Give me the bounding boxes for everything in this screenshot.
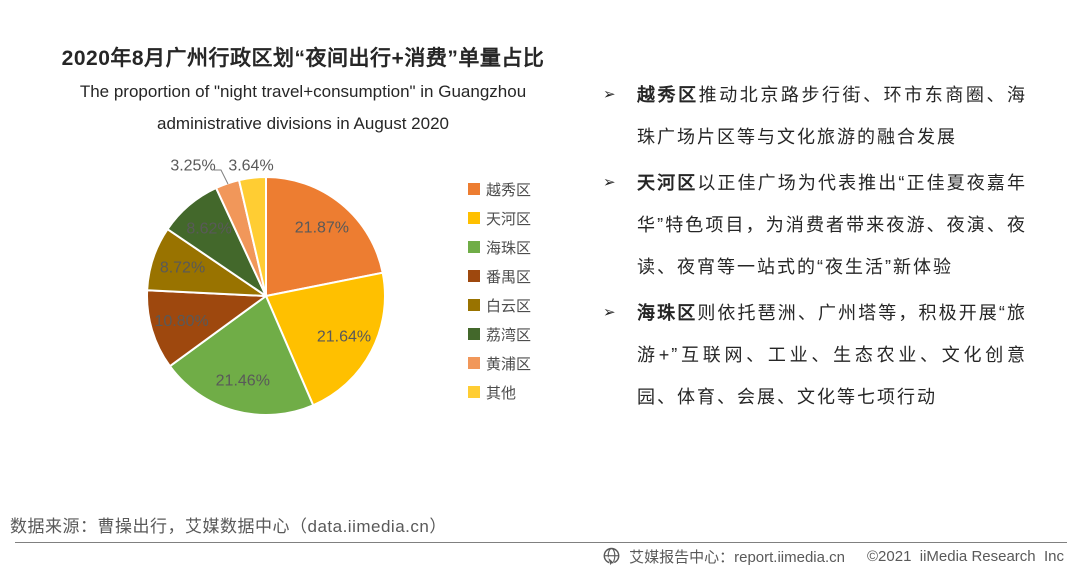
insight-text: 天河区以正佳广场为代表推出“正佳夏夜嘉年华”特色项目，为消费者带来夜游、夜演、夜… <box>637 162 1027 288</box>
pie-value-label-海珠区: 21.46% <box>216 373 270 390</box>
legend-item-其他: 其他 <box>468 385 531 402</box>
footer-copyright: ©2021 iiMedia Research Inc <box>867 548 1064 565</box>
footer-bar: 艾媒报告中心：report.iimedia.cn ©2021 iiMedia R… <box>602 546 1064 567</box>
footer-site-label: 艾媒报告中心：report.iimedia.cn <box>629 549 845 566</box>
legend-swatch-icon <box>468 270 480 282</box>
legend-swatch-icon <box>468 299 480 311</box>
pie-value-label-番禺区: 10.80% <box>154 313 208 330</box>
legend-label: 荔湾区 <box>486 326 532 344</box>
pie-value-label-天河区: 21.64% <box>317 328 371 345</box>
legend-item-天河区: 天河区 <box>468 211 531 228</box>
insight-item-yuexiu: ➢ 越秀区推动北京路步行街、环市东商圈、海珠广场片区等与文化旅游的融合发展 <box>603 74 1027 158</box>
source-note: 数据来源：曹操出行，艾媒数据中心（data.iimedia.cn） <box>10 517 447 536</box>
insights-panel: ➢ 越秀区推动北京路步行街、环市东商圈、海珠广场片区等与文化旅游的融合发展 ➢ … <box>603 74 1027 422</box>
insight-rest: 推动北京路步行街、环市东商圈、海珠广场片区等与文化旅游的融合发展 <box>637 85 1028 147</box>
legend-label: 其他 <box>486 384 517 402</box>
legend-item-番禺区: 番禺区 <box>468 269 531 286</box>
chart-title: 2020年8月广州行政区划“夜间出行+消费”单量占比 <box>61 47 545 70</box>
pie-slice-越秀区 <box>265 176 384 297</box>
insight-text: 海珠区则依托琶洲、广州塔等，积极开展“旅游+”互联网、工业、生态农业、文化创意园… <box>637 292 1027 418</box>
legend-label: 天河区 <box>486 210 532 228</box>
insight-lead: 越秀区 <box>637 85 699 105</box>
pie-slice-天河区 <box>265 271 386 407</box>
pie-value-label-其他: 3.64% <box>228 158 273 175</box>
pie-value-label-越秀区: 21.87% <box>295 219 349 236</box>
legend-swatch-icon <box>468 386 480 398</box>
legend-item-海珠区: 海珠区 <box>468 240 531 257</box>
legend-label: 黄浦区 <box>486 355 532 373</box>
pie-value-label-白云区: 8.72% <box>160 260 205 277</box>
legend-label: 海珠区 <box>486 239 532 257</box>
legend-swatch-icon <box>468 241 480 253</box>
chart-subtitle-line2: administrative divisions in August 2020 <box>157 114 449 133</box>
footer-divider <box>15 542 1067 543</box>
chart-subtitle: The proportion of "night travel+consumpt… <box>20 76 586 140</box>
pie-value-label-黄浦区: 3.25% <box>170 158 215 175</box>
pie-slice-番禺区 <box>146 289 267 368</box>
insight-item-haizhu: ➢ 海珠区则依托琶洲、广州塔等，积极开展“旅游+”互联网、工业、生态农业、文化创… <box>603 292 1027 418</box>
legend-label: 白云区 <box>486 297 532 315</box>
legend-swatch-icon <box>468 357 480 369</box>
legend-swatch-icon <box>468 328 480 340</box>
globe-icon <box>602 547 621 566</box>
pie-chart: 21.87% 21.64% 21.46% 10.80% 8.72% 8.62% 3.25% 3… <box>146 158 386 416</box>
arrow-bullet-icon: ➢ <box>603 304 616 321</box>
arrow-bullet-icon: ➢ <box>603 174 616 191</box>
insight-lead: 天河区 <box>637 173 698 193</box>
insight-item-tianhe: ➢ 天河区以正佳广场为代表推出“正佳夏夜嘉年华”特色项目，为消费者带来夜游、夜演… <box>603 162 1027 288</box>
legend-item-荔湾区: 荔湾区 <box>468 327 531 344</box>
legend-label: 番禺区 <box>486 268 532 286</box>
legend-swatch-icon <box>468 183 480 195</box>
insight-rest: 以正佳广场为代表推出“正佳夏夜嘉年华”特色项目，为消费者带来夜游、夜演、夜读、夜… <box>637 173 1028 277</box>
legend-label: 越秀区 <box>486 181 532 199</box>
label-leader-line <box>214 169 229 185</box>
pie-value-label-荔湾区: 8.62% <box>186 220 231 237</box>
arrow-bullet-icon: ➢ <box>603 86 616 103</box>
chart-subtitle-line1: The proportion of "night travel+consumpt… <box>79 82 527 101</box>
insight-lead: 海珠区 <box>637 303 698 323</box>
legend-item-白云区: 白云区 <box>468 298 531 315</box>
legend-swatch-icon <box>468 212 480 224</box>
insight-rest: 则依托琶洲、广州塔等，积极开展“旅游+”互联网、工业、生态农业、文化创意园、体育… <box>637 303 1028 407</box>
chart-legend: 越秀区天河区海珠区番禺区白云区荔湾区黄浦区其他 <box>468 182 531 402</box>
legend-item-黄浦区: 黄浦区 <box>468 356 531 373</box>
pie-slice-其他 <box>238 176 267 297</box>
insight-text: 越秀区推动北京路步行街、环市东商圈、海珠广场片区等与文化旅游的融合发展 <box>637 74 1027 158</box>
legend-item-越秀区: 越秀区 <box>468 182 531 199</box>
pie-slice-海珠区 <box>168 295 315 416</box>
